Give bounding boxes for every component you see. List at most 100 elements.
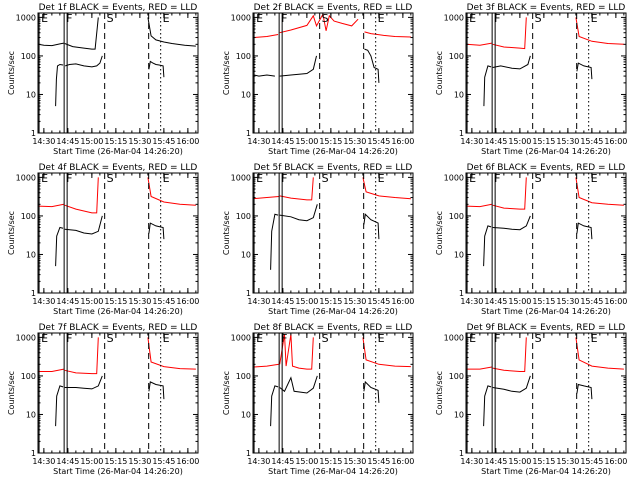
x-tick-label: 16:00 bbox=[391, 137, 414, 146]
y-tick-label: 1 bbox=[246, 289, 251, 298]
series-lld-line bbox=[492, 177, 527, 210]
time-marker-label: S bbox=[107, 172, 114, 185]
series-events-line bbox=[148, 381, 165, 400]
x-tick-label: 15:45 bbox=[580, 297, 603, 306]
x-tick-label: 15:00 bbox=[295, 297, 318, 306]
x-axis-label: Start Time (26-Mar-04 14:26:20) bbox=[481, 147, 611, 156]
x-tick-label: 15:00 bbox=[508, 297, 531, 306]
y-tick-label: 1 bbox=[31, 449, 36, 458]
y-tick-label: 100 bbox=[449, 212, 464, 221]
series-lld-line bbox=[575, 17, 624, 45]
series-events-line bbox=[483, 385, 492, 427]
x-tick-label: 16:00 bbox=[176, 457, 199, 466]
time-marker-label: E bbox=[163, 12, 170, 25]
series-lld-line bbox=[147, 337, 196, 370]
x-tick-label: 15:15 bbox=[532, 297, 555, 306]
series-lld-line bbox=[253, 363, 279, 368]
time-marker-label: S bbox=[535, 332, 542, 345]
time-marker-label: F bbox=[281, 12, 287, 25]
series-lld-line bbox=[279, 13, 359, 34]
plot-area bbox=[466, 337, 624, 427]
x-axis-label: Start Time (26-Mar-04 14:26:20) bbox=[268, 307, 398, 316]
y-tick-label: 1000 bbox=[231, 173, 251, 182]
axes-frame bbox=[252, 172, 414, 294]
series-lld-line bbox=[364, 31, 411, 38]
x-tick-label: 15:00 bbox=[80, 137, 103, 146]
series-lld-line bbox=[279, 334, 314, 370]
time-marker-label: E bbox=[256, 332, 263, 345]
x-tick-label: 16:00 bbox=[391, 297, 414, 306]
series-events-line bbox=[364, 48, 380, 83]
x-tick-label: 15:45 bbox=[152, 137, 175, 146]
time-marker-label: F bbox=[66, 332, 72, 345]
time-marker-label: E bbox=[256, 172, 263, 185]
x-tick-label: 14:45 bbox=[56, 457, 79, 466]
x-tick-label: 15:00 bbox=[80, 457, 103, 466]
plot-area bbox=[466, 17, 624, 107]
series-events-line bbox=[363, 213, 380, 240]
time-marker-label: E bbox=[469, 332, 476, 345]
series-lld-line bbox=[575, 177, 624, 206]
series-events-line bbox=[483, 65, 492, 107]
series-lld-line bbox=[64, 337, 99, 375]
series-events-line bbox=[55, 226, 64, 267]
axes-frame bbox=[37, 12, 199, 134]
x-tick-label: 15:00 bbox=[295, 137, 318, 146]
x-tick-label: 14:45 bbox=[484, 137, 507, 146]
series-events-line bbox=[64, 375, 103, 390]
axes-frame bbox=[37, 332, 199, 454]
x-tick-label: 14:30 bbox=[247, 457, 270, 466]
series-events-line bbox=[576, 222, 593, 240]
y-tick-label: 100 bbox=[236, 212, 251, 221]
panel-title: Det 1f BLACK = Events, RED = LLD bbox=[39, 3, 198, 13]
x-tick-label: 15:15 bbox=[319, 457, 342, 466]
time-marker-label: F bbox=[494, 12, 500, 25]
series-lld-line bbox=[38, 368, 64, 372]
x-tick-label: 15:30 bbox=[343, 457, 366, 466]
y-tick-label: 1 bbox=[31, 289, 36, 298]
series-events-line bbox=[279, 375, 318, 394]
series-events-line bbox=[492, 375, 531, 393]
panel-title: Det 6f BLACK = Events, RED = LLD bbox=[467, 163, 626, 173]
series-events-line bbox=[363, 380, 380, 403]
plot-area bbox=[253, 177, 411, 270]
series-events-line bbox=[492, 55, 531, 70]
series-lld-line bbox=[466, 366, 492, 370]
y-tick-label: 1 bbox=[459, 449, 464, 458]
x-tick-label: 14:30 bbox=[32, 457, 55, 466]
x-tick-label: 15:15 bbox=[532, 457, 555, 466]
y-tick-label: 10 bbox=[26, 90, 36, 99]
time-marker-label: F bbox=[494, 332, 500, 345]
time-marker-label: E bbox=[256, 12, 263, 25]
plot-area bbox=[38, 177, 196, 267]
series-lld-line bbox=[38, 42, 64, 47]
panel-title: Det 7f BLACK = Events, RED = LLD bbox=[39, 323, 198, 333]
x-tick-label: 14:30 bbox=[460, 457, 483, 466]
y-tick-label: 10 bbox=[241, 90, 251, 99]
panel-title: Det 8f BLACK = Events, RED = LLD bbox=[254, 323, 413, 333]
y-tick-label: 10 bbox=[26, 250, 36, 259]
y-tick-label: 10 bbox=[454, 90, 464, 99]
time-marker-label: E bbox=[163, 172, 170, 185]
axes-frame bbox=[465, 12, 627, 134]
x-tick-label: 15:30 bbox=[128, 297, 151, 306]
y-tick-label: 100 bbox=[236, 372, 251, 381]
y-tick-label: 1000 bbox=[444, 333, 464, 342]
time-marker-label: F bbox=[281, 332, 287, 345]
y-tick-label: 1000 bbox=[444, 13, 464, 22]
x-tick-label: 15:30 bbox=[128, 137, 151, 146]
time-marker-label: S bbox=[107, 332, 114, 345]
x-tick-label: 14:45 bbox=[271, 297, 294, 306]
plot-area bbox=[253, 334, 411, 427]
time-marker-label: E bbox=[469, 172, 476, 185]
time-marker-label: S bbox=[535, 172, 542, 185]
time-marker-label: E bbox=[591, 12, 598, 25]
axes-frame bbox=[465, 332, 627, 454]
x-tick-label: 15:15 bbox=[319, 137, 342, 146]
